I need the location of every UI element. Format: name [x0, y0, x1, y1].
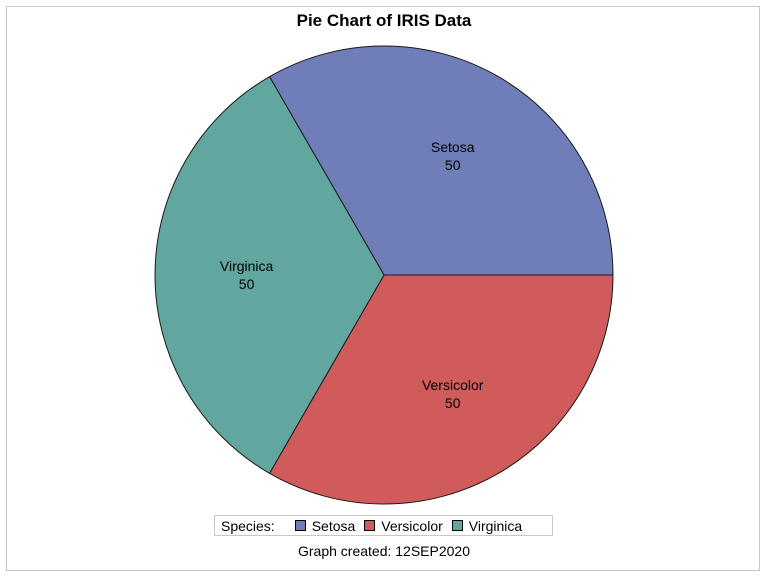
legend-label-virginica: Virginica	[468, 517, 523, 534]
slice-label-setosa: Setosa	[431, 139, 475, 155]
legend-swatch-setosa	[294, 520, 306, 531]
pie-slice-setosa	[268, 45, 614, 276]
legend-item-setosa: Setosa	[294, 517, 356, 534]
slice-value-virginica: 50	[239, 276, 255, 292]
pie-slice-virginica	[154, 75, 385, 475]
legend-swatch-versicolor	[364, 520, 376, 531]
legend-label-versicolor: Versicolor	[381, 517, 443, 534]
slice-label-virginica: Virginica	[220, 258, 274, 274]
legend: Species: Setosa Versicolor Virginica	[214, 515, 553, 536]
legend-item-versicolor: Versicolor	[364, 517, 443, 534]
graph-created-footnote: Graph created: 12SEP2020	[297, 543, 470, 559]
legend-label-setosa: Setosa	[311, 517, 356, 534]
slice-value-setosa: 50	[445, 157, 461, 173]
legend-swatch-virginica	[451, 520, 463, 531]
legend-title: Species:	[221, 517, 275, 534]
legend-item-virginica: Virginica	[451, 517, 523, 534]
chart-title: Pie Chart of IRIS Data	[296, 11, 472, 30]
slice-value-versicolor: 50	[445, 395, 461, 411]
slice-label-versicolor: Versicolor	[422, 377, 484, 393]
pie-slice-versicolor	[268, 274, 614, 505]
